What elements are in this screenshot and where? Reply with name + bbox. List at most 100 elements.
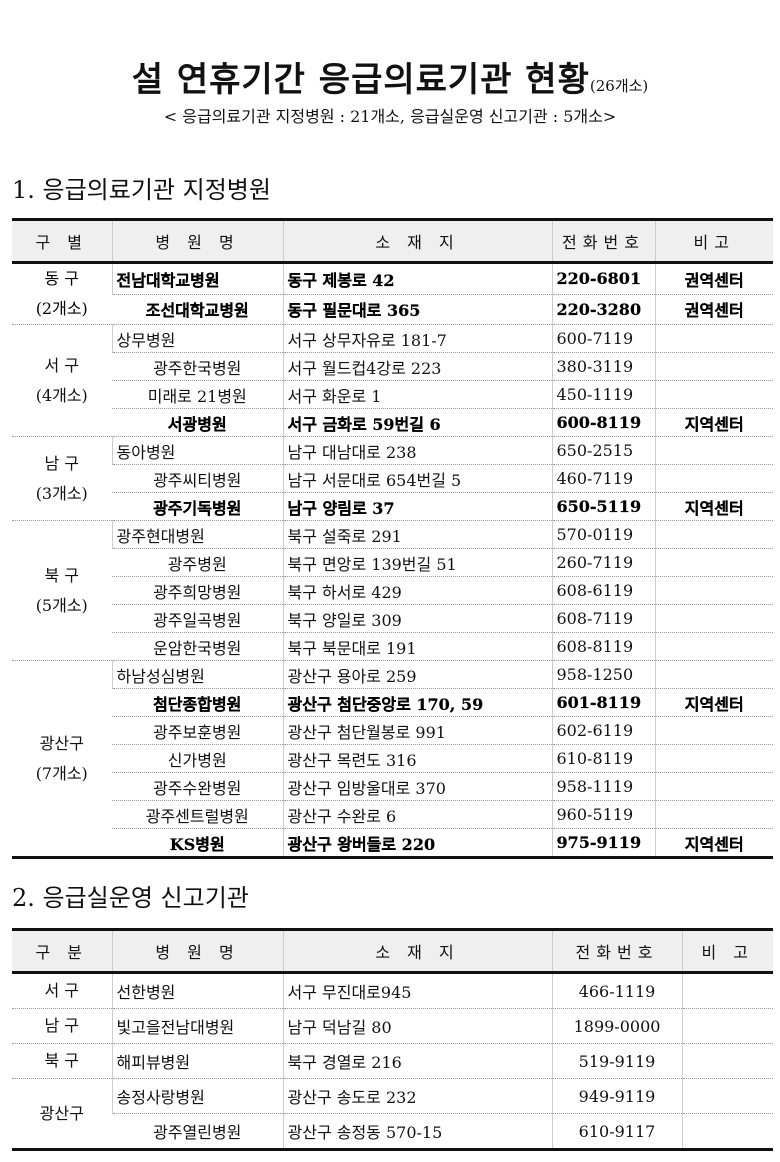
district-count: (7개소) bbox=[35, 763, 88, 783]
table-row: 서 구 (4개소) 상무병원 서구 상무자유로 181-7 600-7119 bbox=[12, 324, 773, 437]
phone-cell: 958-1250 bbox=[551, 660, 655, 689]
address-cell: 남구 덕남길 80 bbox=[282, 1008, 552, 1044]
phone-cell: 650-2515 bbox=[551, 436, 655, 465]
hospital-name-cell: 전남대학교병원 bbox=[111, 262, 283, 295]
address-cell: 남구 대남대로 238 bbox=[282, 436, 552, 465]
hospital-name-cell: 송정사랑병원 bbox=[111, 1078, 283, 1114]
note-cell bbox=[681, 972, 773, 1009]
hospital-name-cell: 해피뷰병원 bbox=[111, 1043, 283, 1079]
table-row: 광산구 (7개소) 하남성심병원 광산구 용아로 259 958-1250 bbox=[12, 660, 773, 858]
address-cell: 북구 북문대로 191 bbox=[282, 632, 552, 661]
district-cell: 광산구 bbox=[12, 1078, 112, 1150]
hospital-name-cell: 광주센트럴병원 bbox=[112, 800, 283, 829]
hospital-name-cell: 광주보훈병원 bbox=[112, 716, 283, 745]
table-row: 광주한국병원 서구 월드컵4강로 223 380-3119 bbox=[12, 352, 773, 381]
district-count: (2개소) bbox=[35, 299, 88, 318]
phone-cell: 466-1119 bbox=[551, 972, 682, 1009]
hospital-name-cell: 서광병원 bbox=[112, 408, 283, 437]
note-cell bbox=[654, 744, 773, 773]
phone-cell: 949-9119 bbox=[551, 1078, 682, 1114]
table-row: 광주열린병원 광산구 송정동 570-15 610-9117 bbox=[12, 1113, 773, 1150]
header-address: 소 재 지 bbox=[282, 929, 552, 973]
hospital-name-cell: KS병원 bbox=[112, 828, 283, 858]
table-row: 광주병원 북구 면앙로 139번길 51 260-7119 bbox=[12, 548, 773, 577]
district-cell: 남 구 (3개소) bbox=[12, 436, 112, 521]
note-cell bbox=[681, 1113, 773, 1150]
district-name: 서 구 bbox=[44, 981, 80, 1000]
note-cell bbox=[654, 352, 773, 381]
hospital-name-cell: 광주열린병원 bbox=[112, 1113, 283, 1150]
note-cell bbox=[654, 800, 773, 829]
hospital-name-cell: 광주희망병원 bbox=[112, 576, 283, 605]
note-cell bbox=[654, 716, 773, 745]
phone-cell: 260-7119 bbox=[551, 548, 655, 577]
district-cell: 광산구 (7개소) bbox=[12, 660, 112, 858]
header-hospital-name: 병 원 명 bbox=[111, 219, 283, 263]
phone-cell: 601-8119 bbox=[551, 688, 655, 717]
table-row: 서 구 선한병원 서구 무진대로945 466-1119 bbox=[12, 972, 773, 1009]
table-row: 남 구 빛고을전남대병원 남구 덕남길 80 1899-0000 bbox=[12, 1008, 773, 1044]
section1-heading: 1. 응급의료기관 지정병원 bbox=[12, 176, 271, 204]
hospital-name-cell: 하남성심병원 bbox=[111, 660, 283, 689]
phone-cell: 608-6119 bbox=[551, 576, 655, 605]
note-cell: 권역센터 bbox=[654, 262, 773, 295]
address-cell: 광산구 송도로 232 bbox=[282, 1078, 552, 1114]
note-cell: 권역센터 bbox=[654, 293, 773, 325]
note-cell bbox=[654, 632, 773, 661]
note-cell bbox=[654, 772, 773, 801]
header-hospital-name: 병 원 명 bbox=[111, 929, 283, 973]
address-cell: 서구 월드컵4강로 223 bbox=[282, 352, 552, 381]
district-name: 동 구 bbox=[44, 269, 80, 288]
note-cell bbox=[654, 436, 773, 465]
address-cell: 서구 상무자유로 181-7 bbox=[282, 324, 552, 353]
phone-cell: 610-8119 bbox=[551, 744, 655, 773]
table-row: 조선대학교병원 동구 필문대로 365 220-3280 권역센터 bbox=[12, 293, 773, 325]
district-name: 서 구 bbox=[44, 355, 80, 375]
title-count: (26개소) bbox=[589, 77, 649, 95]
table-row: 광주기독병원 남구 양림로 37 650-5119 지역센터 bbox=[12, 492, 773, 521]
table-row: 광주수완병원 광산구 임방울대로 370 958-1119 bbox=[12, 772, 773, 801]
phone-cell: 519-9119 bbox=[551, 1043, 682, 1079]
note-cell bbox=[681, 1043, 773, 1079]
table-row: KS병원 광산구 왕버들로 220 975-9119 지역센터 bbox=[12, 828, 773, 858]
hospital-name-cell: 조선대학교병원 bbox=[112, 293, 283, 325]
phone-cell: 600-7119 bbox=[551, 324, 655, 353]
header-phone: 전화번호 bbox=[551, 929, 682, 973]
district-name: 남 구 bbox=[44, 1016, 80, 1035]
phone-cell: 220-6801 bbox=[551, 262, 655, 295]
district-cell: 북 구 bbox=[12, 1043, 112, 1079]
header-district: 구 별 bbox=[12, 219, 112, 263]
note-cell bbox=[654, 576, 773, 605]
hospital-name-cell: 광주수완병원 bbox=[112, 772, 283, 801]
note-cell bbox=[654, 380, 773, 409]
address-cell: 광산구 송정동 570-15 bbox=[282, 1113, 552, 1150]
address-cell: 북구 면앙로 139번길 51 bbox=[282, 548, 552, 577]
page-title: 설 연휴기간 응급의료기관 현황(26개소) bbox=[0, 52, 780, 101]
address-cell: 광산구 임방울대로 370 bbox=[282, 772, 552, 801]
district-name: 광산구 bbox=[39, 1103, 84, 1123]
address-cell: 광산구 첨단중앙로 170, 59 bbox=[282, 688, 552, 717]
district-name: 광산구 bbox=[39, 733, 84, 753]
table-row: 북 구 해피뷰병원 북구 경열로 216 519-9119 bbox=[12, 1043, 773, 1079]
note-cell: 지역센터 bbox=[654, 492, 773, 521]
address-cell: 동구 제봉로 42 bbox=[282, 262, 552, 295]
address-cell: 광산구 용아로 259 bbox=[282, 660, 552, 689]
note-cell bbox=[654, 324, 773, 353]
address-cell: 동구 필문대로 365 bbox=[282, 293, 552, 325]
district-cell: 서 구 bbox=[12, 972, 112, 1009]
note-cell bbox=[681, 1078, 773, 1114]
hospital-name-cell: 광주병원 bbox=[112, 548, 283, 577]
note-cell: 지역센터 bbox=[654, 688, 773, 717]
phone-cell: 650-5119 bbox=[551, 492, 655, 521]
district-count: (3개소) bbox=[35, 483, 88, 503]
phone-cell: 380-3119 bbox=[551, 352, 655, 381]
table-row: 북 구 (5개소) 광주현대병원 북구 설죽로 291 570-0119 bbox=[12, 520, 773, 661]
header-note: 비고 bbox=[654, 219, 773, 263]
table-row: 미래로 21병원 서구 화운로 1 450-1119 bbox=[12, 380, 773, 409]
table-row: 운암한국병원 북구 북문대로 191 608-8119 bbox=[12, 632, 773, 661]
table-row: 서광병원 서구 금화로 59번길 6 600-8119 지역센터 bbox=[12, 408, 773, 437]
section2-heading: 2. 응급실운영 신고기관 bbox=[12, 884, 249, 912]
